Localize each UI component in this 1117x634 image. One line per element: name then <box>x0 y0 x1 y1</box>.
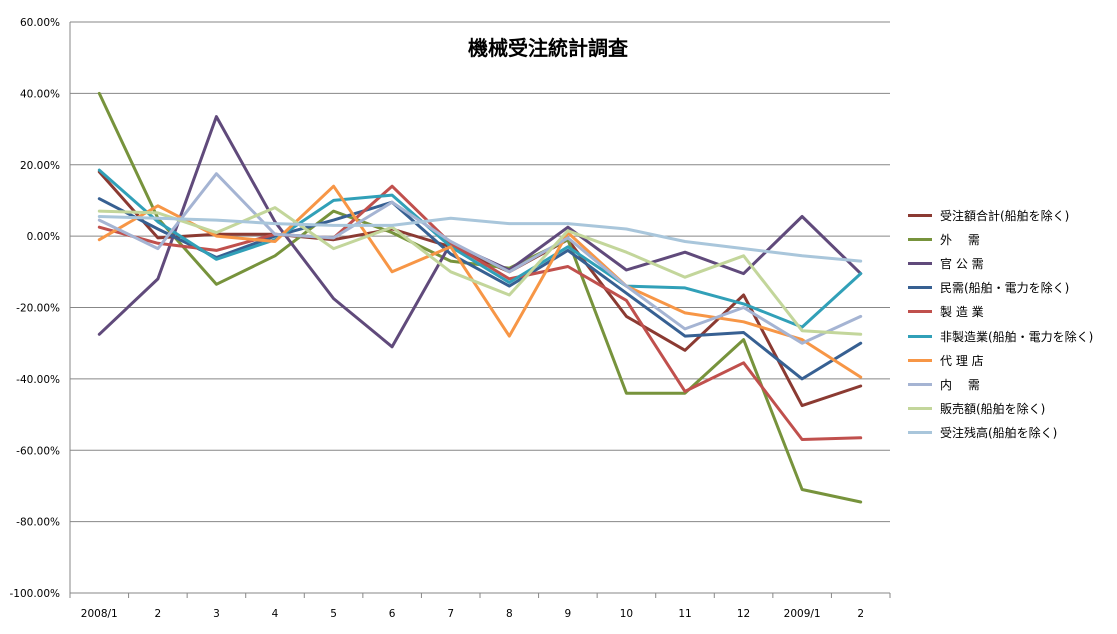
legend-label: 製 造 業 <box>940 305 984 320</box>
legend-label: 販売額(船舶を除く) <box>940 402 1046 417</box>
x-tick-label: 6 <box>389 608 396 620</box>
legend-label: 受注額合計(船舶を除く) <box>940 208 1070 223</box>
series-line-5 <box>97 184 863 441</box>
x-tick-label: 4 <box>272 608 279 620</box>
series-line-10 <box>97 215 863 263</box>
series-line-8 <box>97 172 863 345</box>
x-tick-label: 7 <box>447 608 454 620</box>
legend-item: 非製造業(船舶・電力を除く) <box>908 324 1113 348</box>
x-tick-label: 11 <box>678 608 691 620</box>
x-tick-label: 12 <box>737 608 750 620</box>
x-tick-label: 2 <box>155 608 162 620</box>
series-line-9 <box>97 206 863 336</box>
y-tick-label: 40.00% <box>20 88 60 100</box>
legend-item: 内 需 <box>908 372 1113 396</box>
series-line-1 <box>97 170 863 408</box>
legend-swatch <box>908 261 932 265</box>
legend-swatch <box>908 358 932 362</box>
x-tick-label: 2008/1 <box>81 608 118 620</box>
legend-item: 製 造 業 <box>908 300 1113 324</box>
legend-swatch <box>908 334 932 338</box>
x-tick-label: 2 <box>857 608 864 620</box>
legend-label: 受注残高(船舶を除く) <box>940 426 1058 441</box>
legend-swatch <box>908 213 932 217</box>
y-tick-label: 60.00% <box>20 17 60 29</box>
grid-lines <box>69 21 890 594</box>
y-tick-label: -20.00% <box>16 303 60 315</box>
legend-swatch <box>908 286 932 290</box>
legend-label: 代 理 店 <box>940 353 984 368</box>
legend-swatch <box>908 431 932 435</box>
legend-item: 代 理 店 <box>908 348 1113 372</box>
y-tick-label: -80.00% <box>16 517 60 529</box>
legend-item: 外 需 <box>908 227 1113 251</box>
legend-label: 民需(船舶・電力を除く) <box>940 281 1070 296</box>
series-line-7 <box>97 184 863 379</box>
x-tick-label: 10 <box>620 608 633 620</box>
y-tick-label: -40.00% <box>16 374 60 386</box>
legend-label: 官 公 需 <box>940 256 984 271</box>
legend-swatch <box>908 237 932 241</box>
legend-swatch <box>908 382 932 386</box>
legend: 受注額合計(船舶を除く) 外 需官 公 需民需(船舶・電力を除く) 製 造 業非製造… <box>908 203 1113 445</box>
x-tick-label: 9 <box>565 608 572 620</box>
y-tick-label: -60.00% <box>16 445 60 457</box>
x-tick-label: 2009/1 <box>784 608 821 620</box>
x-axis-ticks: 2008/1 2 3 4 5 6 7 8 9 10 11 12 2009/1 2 <box>69 593 891 620</box>
x-tick-label: 3 <box>213 608 220 620</box>
y-tick-label: 20.00% <box>20 160 60 172</box>
legend-swatch <box>908 310 932 314</box>
series-line-4 <box>97 197 863 381</box>
legend-item: 受注額合計(船舶を除く) <box>908 203 1113 227</box>
legend-item: 民需(船舶・電力を除く) <box>908 276 1113 300</box>
x-tick-label: 5 <box>330 608 337 620</box>
series-lines <box>97 91 863 504</box>
x-tick-label: 8 <box>506 608 513 620</box>
chart-title: 機械受注統計調査 <box>468 36 628 60</box>
y-tick-label: 0.00% <box>27 231 60 243</box>
legend-item: 受注残高(船舶を除く) <box>908 421 1113 445</box>
legend-item: 販売額(船舶を除く) <box>908 397 1113 421</box>
legend-label: 非製造業(船舶・電力を除く) <box>940 329 1094 344</box>
legend-item: 官 公 需 <box>908 251 1113 275</box>
y-tick-label: -100.00% <box>9 588 60 600</box>
legend-label: 外 需 <box>940 232 980 247</box>
legend-label: 内 需 <box>940 377 980 392</box>
legend-swatch <box>908 407 932 411</box>
y-axis-ticks: 60.00% 40.00% 20.00% 0.00% -20.00% -40.00% -60… <box>9 17 60 600</box>
series-line-6 <box>97 168 863 329</box>
